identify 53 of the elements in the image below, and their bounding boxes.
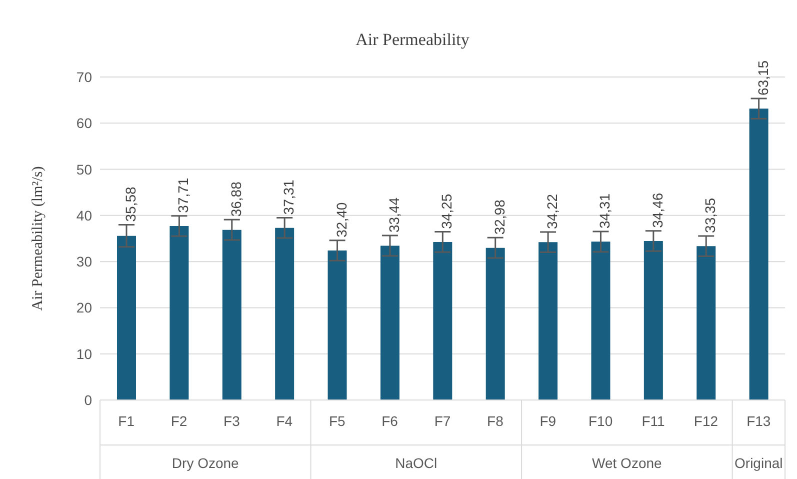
x-tick-label: F8: [487, 413, 504, 429]
x-tick-label: F11: [642, 413, 666, 429]
x-tick-label: F5: [328, 413, 346, 429]
data-label: 37,31: [280, 179, 297, 215]
data-label: 34,31: [596, 193, 613, 229]
x-tick-label: F9: [540, 413, 556, 429]
x-tick-label: F13: [746, 413, 771, 429]
x-tick-label: F3: [224, 413, 240, 429]
data-label: 34,25: [438, 194, 455, 229]
y-tick-label: 70: [76, 68, 92, 85]
y-tick-label: 30: [76, 254, 92, 270]
x-tick-label: F6: [382, 413, 398, 429]
data-label: 33,35: [702, 198, 718, 233]
bar: [486, 248, 505, 400]
x-tick-label: F4: [276, 413, 293, 429]
bar: [538, 242, 558, 400]
x-tick-label: F10: [588, 413, 613, 429]
data-label: 35,58: [122, 186, 138, 222]
data-label: 33,44: [386, 197, 402, 233]
bar: [380, 246, 400, 400]
y-tick-label: 40: [76, 207, 92, 224]
bar: [433, 242, 452, 400]
x-tick-label: F2: [170, 413, 188, 429]
text: Original: [734, 455, 783, 471]
bar: [644, 240, 663, 400]
data-label: 32,98: [491, 199, 508, 235]
bar: [328, 250, 347, 400]
x-tick-label: F7: [434, 413, 451, 429]
bar: [170, 226, 189, 400]
text: Wet Ozone: [592, 455, 662, 471]
y-tick-label: 20: [76, 300, 92, 316]
x-tick-label: F1: [118, 413, 135, 429]
chart-title: Air Permeability: [356, 30, 470, 49]
y-tick-label: 0: [84, 392, 92, 408]
y-tick-label: 10: [76, 346, 92, 362]
bar: [117, 236, 136, 400]
y-tick-label: 50: [76, 161, 92, 178]
bar: [591, 242, 610, 400]
text: Dry Ozone: [172, 455, 240, 471]
data-label: 36,88: [228, 181, 244, 217]
bar: [275, 228, 294, 400]
data-label: 37,71: [175, 178, 192, 213]
bar: [222, 230, 242, 400]
data-label: 34,22: [544, 194, 560, 229]
data-label: 63,15: [754, 60, 771, 96]
bar: [696, 246, 716, 400]
text: NaOCl: [395, 455, 438, 471]
bar: [749, 108, 768, 400]
y-axis-title: Air Permeability (lm²/s): [30, 166, 46, 311]
data-label: 34,46: [649, 192, 666, 228]
data-label: 32,40: [333, 202, 350, 238]
y-tick-label: 60: [76, 115, 92, 132]
x-tick-label: F12: [694, 413, 718, 429]
